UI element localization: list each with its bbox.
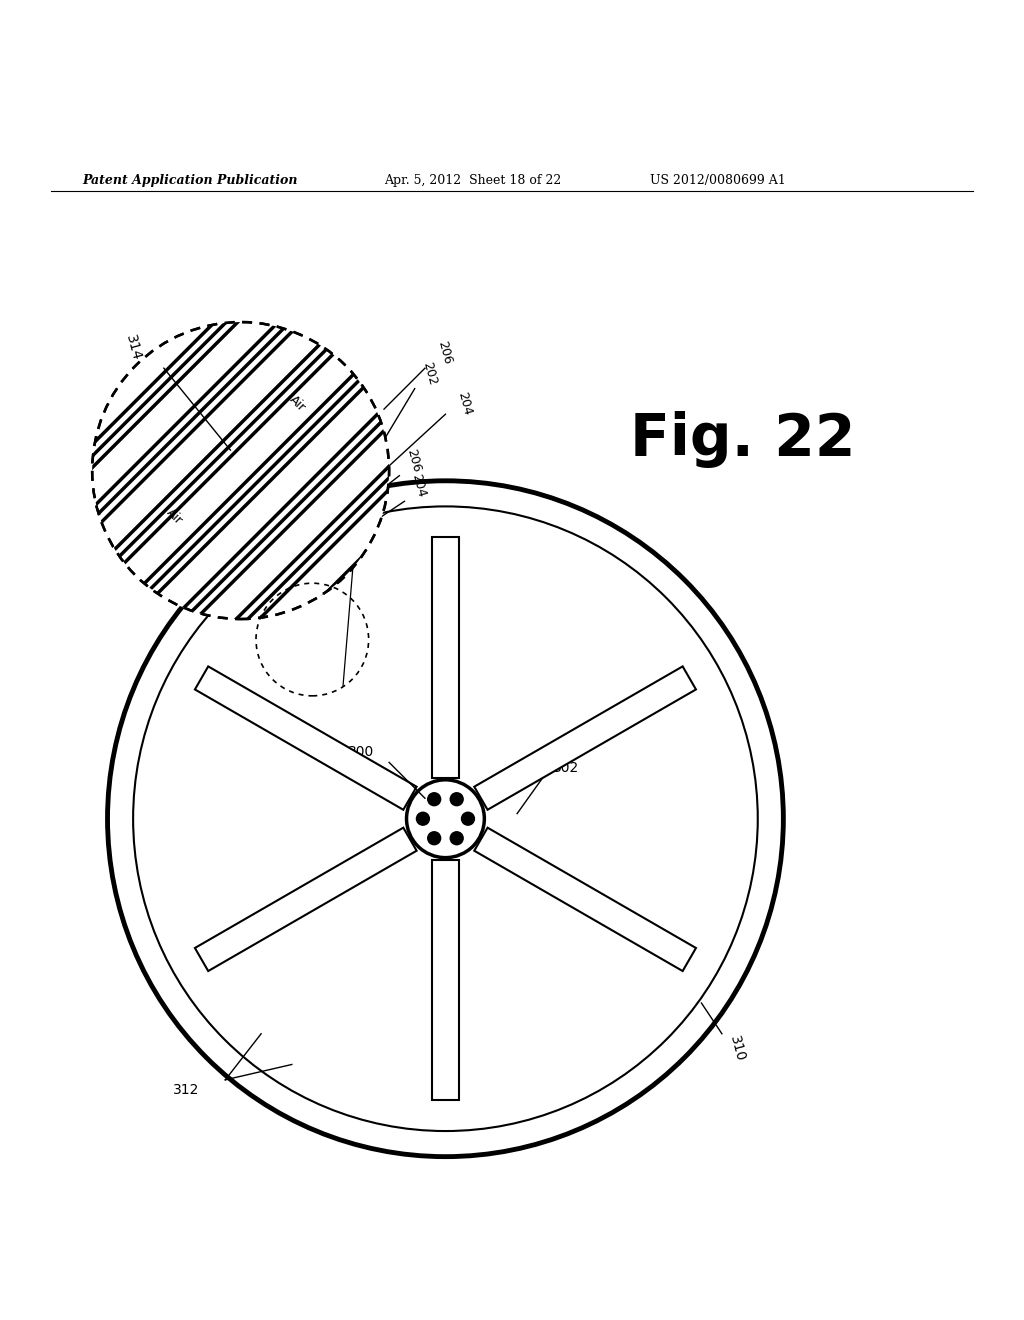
Circle shape bbox=[450, 832, 464, 845]
Text: 204: 204 bbox=[456, 391, 474, 417]
Text: 310: 310 bbox=[727, 1035, 748, 1064]
Text: Air: Air bbox=[287, 393, 307, 414]
Circle shape bbox=[416, 812, 430, 826]
Text: 206: 206 bbox=[404, 447, 423, 474]
Text: US 2012/0080699 A1: US 2012/0080699 A1 bbox=[650, 174, 786, 187]
Polygon shape bbox=[432, 537, 459, 777]
Text: 302: 302 bbox=[553, 760, 580, 775]
Text: 300: 300 bbox=[347, 746, 374, 759]
Text: Apr. 5, 2012  Sheet 18 of 22: Apr. 5, 2012 Sheet 18 of 22 bbox=[384, 174, 561, 187]
Polygon shape bbox=[432, 859, 459, 1101]
Text: 206: 206 bbox=[435, 339, 454, 366]
Text: Air: Air bbox=[164, 506, 184, 527]
Text: 202: 202 bbox=[420, 360, 438, 387]
Text: 312: 312 bbox=[173, 1084, 200, 1097]
Text: 204: 204 bbox=[410, 473, 428, 499]
Text: Patent Application Publication: Patent Application Publication bbox=[82, 174, 297, 187]
Circle shape bbox=[450, 792, 464, 807]
Polygon shape bbox=[195, 667, 417, 809]
Text: Fig. 22: Fig. 22 bbox=[630, 412, 855, 469]
Text: 314: 314 bbox=[123, 333, 143, 362]
Polygon shape bbox=[195, 828, 417, 972]
Polygon shape bbox=[474, 667, 696, 809]
Polygon shape bbox=[474, 828, 696, 972]
Circle shape bbox=[461, 812, 475, 826]
Circle shape bbox=[427, 792, 441, 807]
Circle shape bbox=[407, 780, 484, 858]
Circle shape bbox=[92, 322, 389, 619]
Circle shape bbox=[427, 832, 441, 845]
